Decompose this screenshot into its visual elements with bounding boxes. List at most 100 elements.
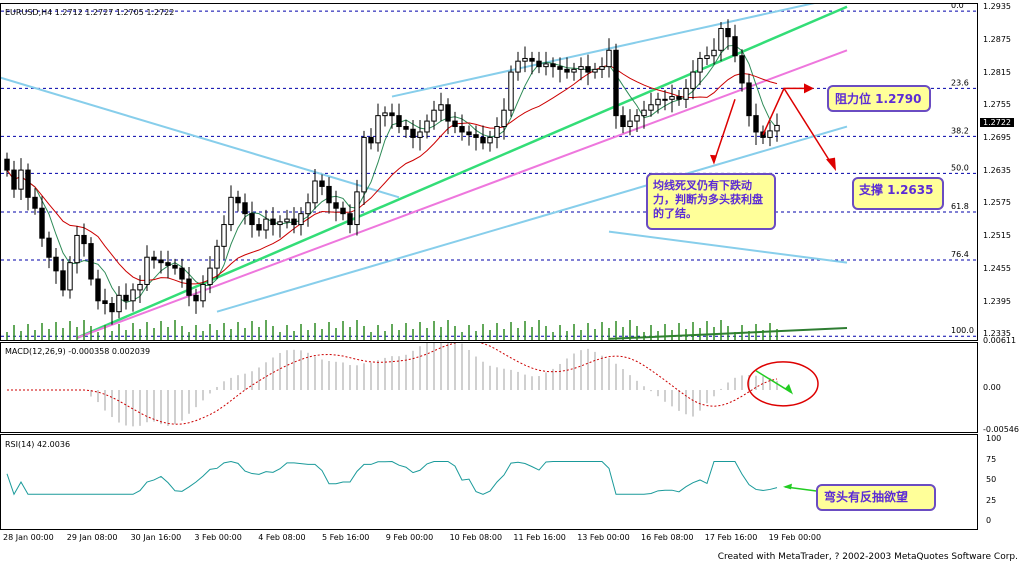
candle-body bbox=[487, 136, 493, 144]
macd-pane[interactable]: MACD(12,26,9) -0.000358 0.002039 bbox=[0, 342, 978, 433]
macd-axis: 0.00611 0.00 -0.00546 bbox=[978, 336, 1024, 434]
support-trendline-light bbox=[216, 125, 848, 313]
candle-body bbox=[585, 66, 591, 73]
candle-body bbox=[620, 115, 626, 128]
fib-label-100.0: 100.0 bbox=[951, 326, 974, 335]
candle-body bbox=[340, 207, 346, 215]
candle-body bbox=[494, 126, 500, 138]
candle-body bbox=[165, 262, 171, 266]
candle-body bbox=[704, 55, 710, 59]
time-tick-label: 4 Feb 08:00 bbox=[258, 533, 306, 542]
footer-credit: Created with MetaTrader, ? 2002-2003 Met… bbox=[717, 552, 1018, 562]
price-pane[interactable]: 0.0 23.6 38.2 50.0 61.8 76.4 100.0 EURUSD,H4 1… bbox=[0, 3, 978, 341]
macd-label: MACD(12,26,9) -0.000358 0.002039 bbox=[5, 347, 151, 356]
candle-body bbox=[571, 68, 577, 73]
candle-body bbox=[333, 202, 339, 209]
candle-body bbox=[410, 128, 416, 138]
candle-body bbox=[648, 104, 654, 111]
fib-label-0.0: 0.0 bbox=[951, 4, 964, 10]
candle-body bbox=[67, 262, 73, 291]
candle-body bbox=[529, 57, 535, 62]
candle-body bbox=[438, 104, 444, 111]
candle-body bbox=[725, 28, 731, 38]
comment-pointer-arrowhead bbox=[710, 154, 717, 165]
candle-body bbox=[718, 28, 724, 51]
resistance-note: 阻力位 1.2790 bbox=[827, 85, 931, 112]
candle-body bbox=[158, 259, 164, 264]
fib-label-23.6: 23.6 bbox=[951, 78, 969, 87]
price-tick-label: 1.2935 bbox=[983, 2, 1011, 12]
candle-body bbox=[676, 96, 682, 100]
candle-body bbox=[326, 185, 332, 204]
candle-body bbox=[102, 300, 108, 305]
resistance-note-text: 阻力位 1.2790 bbox=[835, 92, 922, 106]
price-tick-label: 1.2635 bbox=[983, 165, 1011, 175]
candle-body bbox=[746, 82, 752, 117]
candle-body bbox=[60, 270, 66, 291]
resistance-arrowhead bbox=[804, 83, 814, 94]
candle-body bbox=[606, 49, 612, 68]
candle-body bbox=[669, 96, 675, 100]
price-axis: 1.2935 1.2875 1.2815 1.2755 1.2695 1.2635 1.25… bbox=[978, 2, 1024, 341]
candle-body bbox=[473, 134, 479, 138]
support-note: 支撑 1.2635 bbox=[852, 177, 944, 210]
rsi-tick-label: 0 bbox=[986, 516, 992, 525]
candle-body bbox=[627, 120, 633, 128]
candle-body bbox=[767, 130, 773, 138]
candle-body bbox=[690, 71, 696, 89]
candle-body bbox=[207, 267, 213, 285]
rsi-line bbox=[6, 460, 778, 496]
candle-body bbox=[452, 120, 458, 128]
time-tick-label: 29 Jan 08:00 bbox=[66, 533, 118, 542]
candle-body bbox=[361, 136, 367, 193]
candle-body bbox=[130, 289, 136, 302]
candle-body bbox=[53, 256, 59, 272]
rsi-pane[interactable]: RSI(14) 42.0036 bbox=[0, 434, 978, 530]
candle-body bbox=[445, 104, 451, 122]
price-tick-label: 1.2335 bbox=[983, 329, 1011, 339]
macd-tick-label: -0.00546 bbox=[983, 425, 1019, 434]
candle-body bbox=[347, 213, 353, 226]
candle-body bbox=[221, 224, 227, 247]
candle-body bbox=[501, 109, 507, 128]
macd-highlight-circle bbox=[747, 361, 819, 407]
candle-body bbox=[382, 112, 388, 117]
candle-body bbox=[193, 294, 199, 302]
candle-body bbox=[74, 234, 80, 264]
candle-body bbox=[662, 98, 668, 101]
candle-body bbox=[599, 66, 605, 70]
candle-body bbox=[11, 169, 17, 190]
candle-body bbox=[431, 109, 437, 122]
time-tick-label: 3 Feb 00:00 bbox=[194, 533, 242, 542]
candle-body bbox=[4, 158, 10, 171]
price-tick-label: 1.2695 bbox=[983, 133, 1011, 143]
time-axis: 28 Jan 00:00 29 Jan 08:00 30 Jan 16:00 3 Fe… bbox=[0, 530, 978, 548]
candle-body bbox=[396, 115, 402, 128]
candle-body bbox=[466, 131, 472, 136]
candle-body bbox=[88, 243, 94, 280]
fib-label-50.0: 50.0 bbox=[951, 163, 969, 172]
time-tick-label: 30 Jan 16:00 bbox=[130, 533, 182, 542]
candle-body bbox=[319, 180, 325, 187]
candle-body bbox=[186, 278, 192, 296]
candle-body bbox=[368, 136, 374, 144]
time-tick-label: 19 Feb 00:00 bbox=[768, 533, 822, 542]
candle-body bbox=[515, 60, 521, 73]
candle-body bbox=[95, 278, 101, 302]
comment-pointer-arrow bbox=[713, 99, 736, 163]
candle-body bbox=[424, 120, 430, 133]
candle-body bbox=[312, 180, 318, 204]
rsi-tick-label: 25 bbox=[986, 495, 997, 505]
candle-body bbox=[235, 196, 241, 204]
price-tick-label: 1.2515 bbox=[983, 231, 1011, 241]
time-tick-label: 11 Feb 16:00 bbox=[513, 533, 566, 542]
main-comment-text: 均线死叉仍有下跌动力，判断为多头获利盘的了结。 bbox=[653, 179, 763, 220]
candle-body bbox=[46, 237, 52, 258]
candle-body bbox=[711, 49, 717, 57]
price-tick-label: 1.2575 bbox=[983, 198, 1011, 208]
descending-channel-line-lower bbox=[608, 230, 848, 264]
price-tick-label: 1.2455 bbox=[983, 263, 1011, 273]
candle-body bbox=[564, 68, 570, 73]
rsi-axis: 100 75 50 25 0 bbox=[978, 434, 1024, 530]
